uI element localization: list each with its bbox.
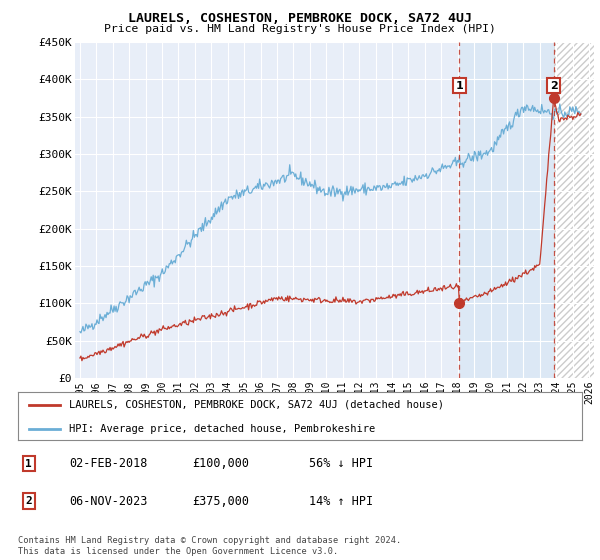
Bar: [554, 42, 594, 378]
Text: 14% ↑ HPI: 14% ↑ HPI: [309, 494, 373, 508]
Text: 1: 1: [455, 81, 463, 91]
Text: £100,000: £100,000: [192, 457, 249, 470]
Text: 2: 2: [550, 81, 557, 91]
Text: HPI: Average price, detached house, Pembrokeshire: HPI: Average price, detached house, Pemb…: [69, 424, 375, 434]
Text: 56% ↓ HPI: 56% ↓ HPI: [309, 457, 373, 470]
Text: 02-FEB-2018: 02-FEB-2018: [69, 457, 148, 470]
Text: Price paid vs. HM Land Registry's House Price Index (HPI): Price paid vs. HM Land Registry's House …: [104, 24, 496, 34]
Bar: [554, 42, 594, 378]
Text: 06-NOV-2023: 06-NOV-2023: [69, 494, 148, 508]
Text: 1: 1: [25, 459, 32, 469]
Text: LAURELS, COSHESTON, PEMBROKE DOCK, SA72 4UJ (detached house): LAURELS, COSHESTON, PEMBROKE DOCK, SA72 …: [69, 400, 444, 410]
Text: LAURELS, COSHESTON, PEMBROKE DOCK, SA72 4UJ: LAURELS, COSHESTON, PEMBROKE DOCK, SA72 …: [128, 12, 472, 25]
Bar: [459, 42, 554, 378]
Text: Contains HM Land Registry data © Crown copyright and database right 2024.
This d: Contains HM Land Registry data © Crown c…: [18, 536, 401, 556]
Text: £375,000: £375,000: [192, 494, 249, 508]
Text: 2: 2: [25, 496, 32, 506]
